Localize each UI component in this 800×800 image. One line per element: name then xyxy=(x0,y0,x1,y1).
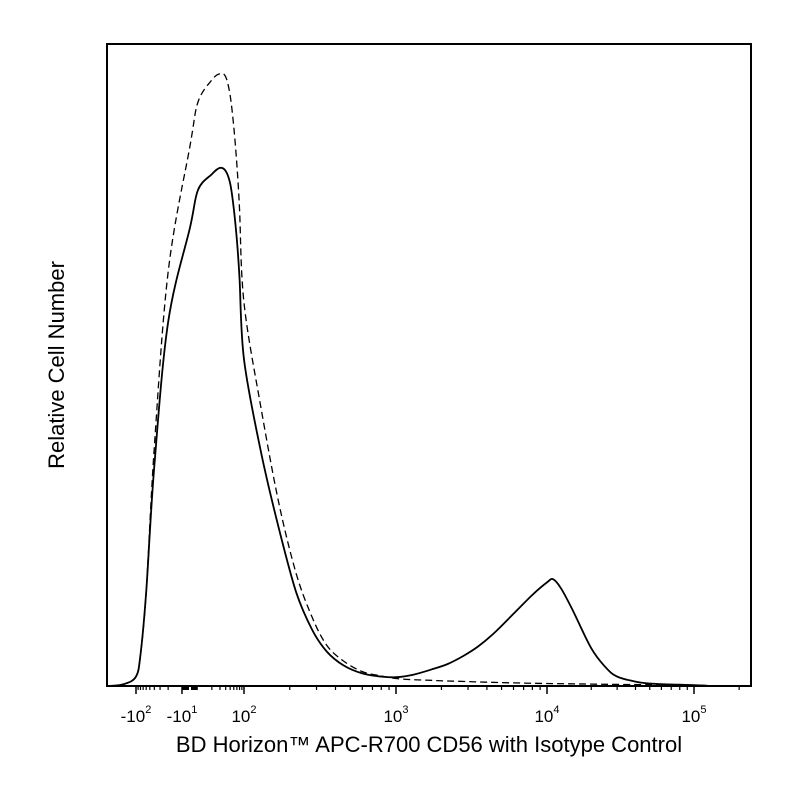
x-tick-label: 104 xyxy=(534,704,559,726)
plot-frame xyxy=(106,43,752,687)
cd56-stained-line xyxy=(109,166,712,687)
y-axis-label: Relative Cell Number xyxy=(44,261,69,469)
x-tick-label: 105 xyxy=(681,704,706,726)
series-layer xyxy=(109,72,712,687)
x-tick-label: 102 xyxy=(231,704,256,726)
x-axis-ticks xyxy=(135,686,740,694)
x-axis-tick-labels: -102 -101 102 103 104 105 xyxy=(121,704,707,726)
x-axis-label: BD Horizon™ APC-R700 CD56 with Isotype C… xyxy=(176,732,682,757)
x-tick-label: -102 xyxy=(121,704,152,726)
isotype-control-line xyxy=(109,72,712,687)
x-tick-label: 103 xyxy=(383,704,408,726)
x-tick-label: -101 xyxy=(167,704,198,726)
